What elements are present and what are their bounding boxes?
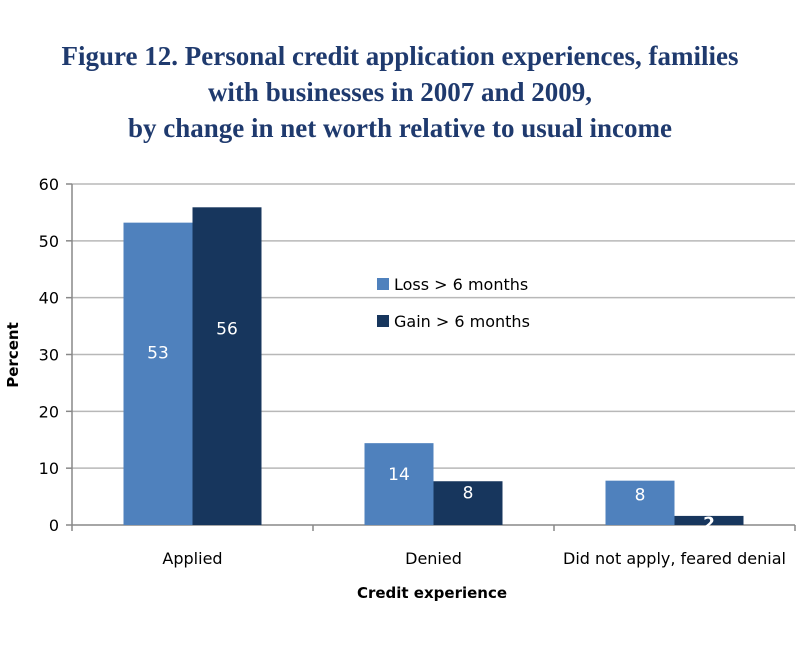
bar-loss [364, 443, 434, 525]
y-axis-title: Percent [4, 322, 22, 387]
y-tick-label: 50 [39, 232, 59, 251]
data-label: 14 [388, 465, 410, 485]
title-line-2: with businesses in 2007 and 2009, [207, 77, 593, 107]
legend-swatch [377, 278, 389, 290]
bar-gain [433, 481, 503, 525]
chart-title: Figure 12. Personal credit application e… [0, 38, 800, 146]
y-tick-label: 40 [39, 289, 59, 308]
y-tick-label: 30 [39, 346, 59, 365]
data-label: 2 [703, 514, 715, 534]
bar-gain [674, 515, 744, 525]
bar-gain [192, 207, 262, 525]
bar-loss [123, 222, 193, 525]
x-tick-label: Applied [162, 549, 222, 568]
y-tick-label: 20 [39, 402, 59, 421]
data-label: 53 [147, 344, 169, 364]
x-axis-title: Credit experience [357, 584, 507, 602]
x-tick-label: Did not apply, feared denial [563, 549, 786, 568]
x-tick-label: Denied [405, 549, 462, 568]
y-tick-label: 0 [49, 516, 59, 535]
bar-loss [605, 480, 675, 525]
title-line-3: by change in net worth relative to usual… [128, 113, 672, 143]
y-tick-label: 10 [39, 459, 59, 478]
title-line-1: Figure 12. Personal credit application e… [61, 41, 739, 71]
data-label: 8 [635, 486, 646, 506]
y-tick-label: 60 [39, 175, 59, 194]
legend-label: Loss > 6 months [394, 275, 528, 294]
legend-swatch [377, 315, 389, 327]
data-label: 8 [463, 484, 474, 504]
data-label: 56 [216, 319, 238, 339]
legend-label: Gain > 6 months [394, 312, 530, 331]
